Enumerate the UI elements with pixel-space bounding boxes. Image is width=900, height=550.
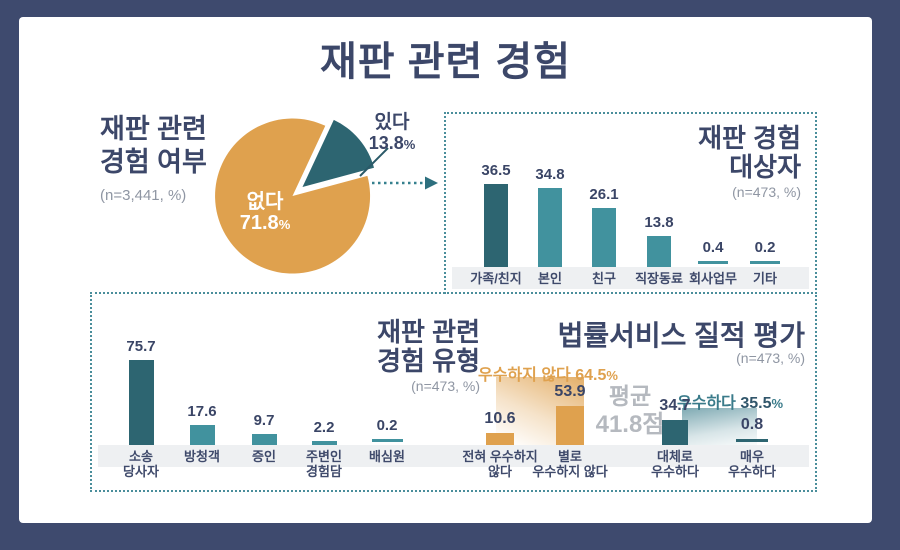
subjects-value-1: 34.8 — [535, 166, 565, 183]
types-value-1: 17.6 — [187, 403, 217, 420]
arrow-head-icon — [425, 176, 438, 190]
pie-yes-number: 13.8 — [368, 132, 404, 153]
subjects-bar-5 — [750, 261, 780, 264]
quality-positive-total: 우수하다 35.5% — [677, 389, 783, 413]
pie-slice-yes — [302, 119, 374, 187]
pie-slice-no — [215, 118, 371, 274]
pie-label-no: 없다 71.8% — [220, 192, 310, 234]
quality_negative-category-1: 별로 우수하지 않다 — [532, 449, 608, 479]
subjects-bar-1 — [538, 188, 562, 267]
percent-sign: % — [278, 217, 291, 232]
percent-sign: % — [403, 136, 416, 152]
types-bar-2 — [251, 434, 277, 445]
types-title: 재판 관련 경험 유형 (n=473, %) — [292, 317, 480, 395]
subjects-category-2: 친구 — [592, 271, 616, 286]
quality_negative-bar-1 — [556, 406, 584, 445]
subjects-value-5: 0.2 — [754, 239, 776, 256]
types-title-line2: 경험 유형 — [377, 346, 480, 377]
category-band — [98, 445, 809, 467]
pie-no-value: 71.8% — [220, 213, 310, 234]
quality-negative-chart: 10.6 전혀 우수하지 않다 53.9 별로 우수하지 않다 — [92, 294, 815, 490]
quality_positive-category-1: 매우 우수하다 — [728, 449, 776, 479]
content-card: 재판 관련 경험 재판 관련 경험 여부 (n=3,441, %) 없다 71.… — [19, 17, 872, 523]
page-title: 재판 관련 경험 — [319, 40, 572, 84]
quality_positive-value-0: 34.7 — [659, 397, 691, 414]
types-chart: 75.7 소송 당사자 17.6 방청객 9.7 증인 2.2 주변인 경험담 0.2 배심원 — [92, 294, 815, 490]
types-bar-0 — [128, 360, 154, 445]
average-label: 평균 — [608, 383, 652, 409]
quality-positive-chart: 34.7 대체로 우수하다 0.8 매우 우수하다 — [92, 294, 815, 490]
pie-label-yes: 있다 13.8% — [360, 112, 424, 154]
subjects-title-line1: 재판 경험 — [698, 123, 801, 153]
subjects-value-2: 26.1 — [589, 186, 619, 203]
types-value-2: 9.7 — [253, 412, 275, 429]
category-band — [452, 267, 809, 289]
pie-leader-line — [359, 147, 389, 177]
types-bar-1 — [189, 425, 215, 445]
pie-no-number: 71.8 — [239, 212, 279, 234]
pie-title-line2: 경험 여부 — [100, 147, 207, 178]
average-value: 41.8점 — [595, 410, 665, 438]
quality-sample-size: (n=473, %) — [736, 350, 805, 366]
types-value-3: 2.2 — [313, 419, 335, 436]
types-sample-size: (n=473, %) — [411, 378, 480, 395]
types-category-3: 주변인 경험담 — [306, 449, 342, 479]
subjects-chart: 36.5 가족/친지 34.8 본인 26.1 친구 13.8 직장동료 0.4 회사업무 0.2 기… — [446, 114, 815, 294]
types-category-0: 소송 당사자 — [123, 449, 159, 479]
pie-chart-title: 재판 관련 경험 여부 — [100, 113, 207, 180]
subjects-bar-0 — [484, 184, 508, 267]
subjects-category-0: 가족/친지 — [470, 271, 522, 286]
positive-label: 우수하다 — [677, 395, 736, 412]
positive-total-number: 35.5 — [740, 395, 772, 412]
subjects-bar-4 — [698, 261, 728, 264]
subjects-bar-2 — [592, 208, 616, 267]
pie-no-text: 없다 — [246, 191, 284, 213]
pie-chart — [215, 118, 438, 274]
types-category-4: 배심원 — [369, 449, 405, 464]
quality_positive-category-0: 대체로 우수하다 — [651, 449, 699, 479]
quality_negative-value-0: 10.6 — [484, 410, 516, 427]
bottom-panel: 재판 관련 경험 유형 (n=473, %) 75.7 소송 당사자 17.6 방청객… — [90, 292, 817, 492]
subjects-category-1: 본인 — [538, 271, 562, 286]
types-bar-4 — [371, 439, 403, 442]
quality_positive-value-1: 0.8 — [740, 416, 764, 433]
pie-title-line1: 재판 관련 — [100, 114, 207, 144]
subjects-value-3: 13.8 — [644, 214, 674, 231]
types-value-4: 0.2 — [376, 417, 398, 434]
subjects-title: 재판 경험 대상자 (n=473, %) — [698, 123, 801, 201]
pie-yes-value: 13.8% — [360, 132, 424, 154]
quality_positive-bar-0 — [662, 420, 688, 445]
pie-yes-text: 있다 — [374, 112, 410, 133]
subjects-category-5: 기타 — [753, 271, 777, 286]
subjects-sample-size: (n=473, %) — [732, 184, 801, 201]
types-bar-3 — [311, 441, 337, 445]
quality_negative-value-1: 53.9 — [554, 383, 586, 400]
types-category-2: 증인 — [252, 449, 276, 464]
percent-sign: % — [771, 396, 784, 411]
quality-average: 평균 41.8점 — [586, 383, 674, 439]
types-value-0: 75.7 — [126, 338, 156, 355]
types-category-1: 방청객 — [184, 449, 220, 464]
subjects-bar-3 — [647, 236, 671, 267]
percent-sign: % — [606, 368, 618, 383]
subjects-panel: 재판 경험 대상자 (n=473, %) 36.5 가족/친지 34.8 본인 26.1… — [444, 112, 817, 294]
quality_negative-category-0: 전혀 우수하지 않다 — [462, 449, 538, 479]
positive-total-band — [682, 408, 757, 445]
quality-title: 법률서비스 질적 평가 — [557, 320, 805, 351]
types-title-line1: 재판 관련 — [377, 317, 480, 347]
subjects-title-line2: 대상자 — [729, 152, 801, 183]
subjects-category-3: 직장동료 — [635, 271, 683, 286]
pie-sample-size: (n=3,441, %) — [100, 187, 187, 204]
subjects-category-4: 회사업무 — [689, 271, 737, 286]
quality_positive-bar-1 — [736, 439, 768, 442]
quality_negative-bar-0 — [486, 433, 514, 445]
subjects-value-0: 36.5 — [481, 162, 511, 179]
subjects-value-4: 0.4 — [702, 239, 724, 256]
